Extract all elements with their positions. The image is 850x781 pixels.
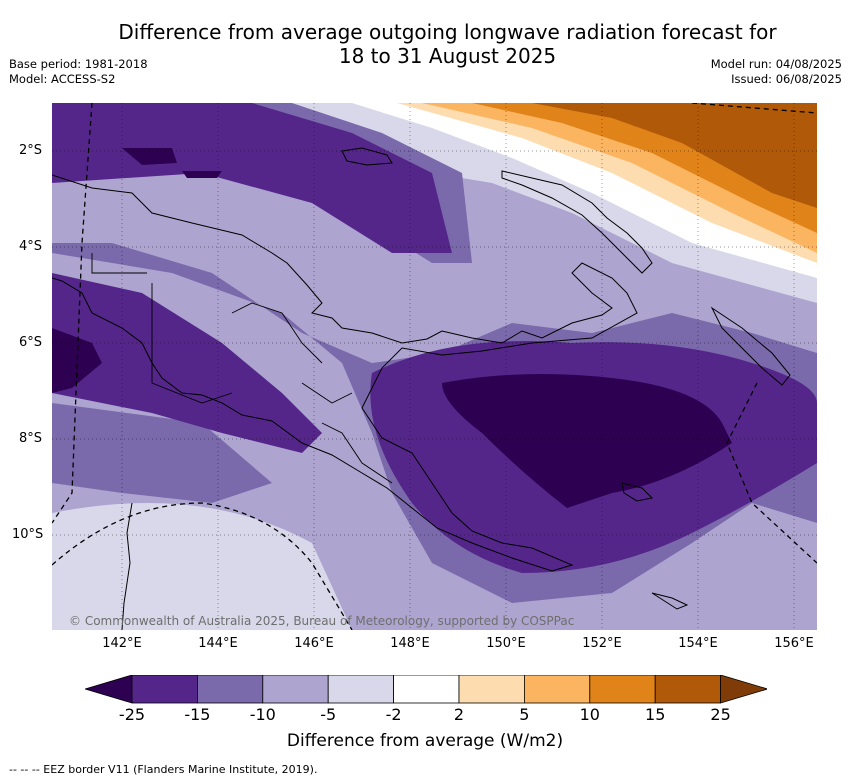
lon-label-152e: 152°E [582, 636, 622, 651]
anomaly-band-minus15-to-minus10-north [52, 103, 452, 253]
issued-date-text: Issued: 06/08/2025 [731, 72, 842, 86]
colorbar [85, 675, 767, 704]
colorbar-tick-label: -10 [249, 705, 276, 724]
anomaly-core-north [122, 148, 177, 165]
forecast-map [52, 103, 817, 630]
coastline-new-guinea [52, 174, 638, 572]
colorbar-tick-label: 2 [453, 705, 465, 724]
eez-borders [52, 103, 817, 630]
colorbar-extend-low [85, 675, 133, 704]
colorbar-segment [654, 675, 722, 704]
coastline-east-islands [621, 482, 654, 502]
lon-label-142e: 142°E [102, 636, 142, 651]
colorbar-segment [589, 675, 656, 704]
lon-label-154e: 154°E [678, 636, 718, 651]
lon-label-156e: 156°E [774, 636, 814, 651]
base-period-text: Base period: 1981-2018 [9, 57, 148, 71]
run-info: Model run: 04/08/2025 Issued: 06/08/2025 [711, 57, 842, 87]
colorbar-segment [197, 675, 264, 704]
title-line-2: 18 to 31 August 2025 [338, 44, 557, 68]
map-title: Difference from average outgoing longwav… [80, 20, 815, 68]
province-borders [91, 253, 393, 484]
colorbar-segment [262, 675, 329, 704]
anomaly-band-minus10-to-minus5-west [52, 403, 272, 503]
colorbar-label: Difference from average (W/m2) [286, 731, 564, 751]
lon-label-148e: 148°E [390, 636, 430, 651]
colorbar-tick-label: -5 [320, 705, 337, 724]
lat-label-4s: 4°S [19, 239, 43, 254]
colorbar-extend-high [720, 675, 767, 704]
coastline-new-ireland [341, 147, 393, 166]
coastline-new-britain [501, 170, 653, 274]
lon-label-150e: 150°E [486, 636, 526, 651]
colorbar-segment [131, 675, 198, 704]
colorbar-tick-label: -25 [118, 705, 146, 724]
model-run-text: Model run: 04/08/2025 [710, 57, 842, 71]
lat-label-6s: 6°S [19, 335, 43, 350]
anomaly-core-east [442, 374, 732, 508]
colorbar-segment [393, 675, 460, 704]
colorbar-tick-label: -15 [184, 705, 211, 724]
lat-label-2s: 2°S [19, 143, 43, 158]
lon-label-146e: 146°E [294, 636, 334, 651]
lat-label-10s: 10°S [12, 527, 44, 542]
colorbar-segment [523, 675, 591, 704]
title-line-1: Difference from average outgoing longwav… [118, 20, 777, 44]
coastline-south-islands [651, 592, 689, 610]
copyright-text: © Commonwealth of Australia 2025, Bureau… [69, 614, 575, 628]
colorbar-tick-label: 5 [519, 705, 530, 724]
colorbar-segment [327, 675, 394, 704]
colorbar-tick-label: -2 [385, 705, 402, 724]
coastline-south-west [121, 502, 133, 630]
colorbar-tick-label: 10 [579, 705, 600, 724]
model-name-text: Model: ACCESS-S2 [9, 72, 116, 86]
model-info: Base period: 1981-2018 Model: ACCESS-S2 [9, 57, 148, 87]
anomaly-band-15-to-25 [532, 103, 817, 208]
lat-label-8s: 8°S [19, 431, 43, 446]
eez-legend-text: -- -- -- EEZ border V11 (Flanders Marine… [9, 763, 318, 776]
anomaly-core-west [52, 328, 102, 393]
coastlines [52, 147, 791, 630]
anomaly-core-north-small [182, 171, 222, 178]
colorbar-tick-label: 15 [645, 705, 666, 724]
anomaly-band-minus15-to-minus10-west [52, 273, 322, 453]
coastline-bougainville [710, 306, 791, 386]
map-canvas [52, 103, 817, 630]
lon-label-144e: 144°E [198, 636, 238, 651]
colorbar-tick-label: 25 [710, 705, 731, 724]
colorbar-segment [458, 675, 525, 704]
